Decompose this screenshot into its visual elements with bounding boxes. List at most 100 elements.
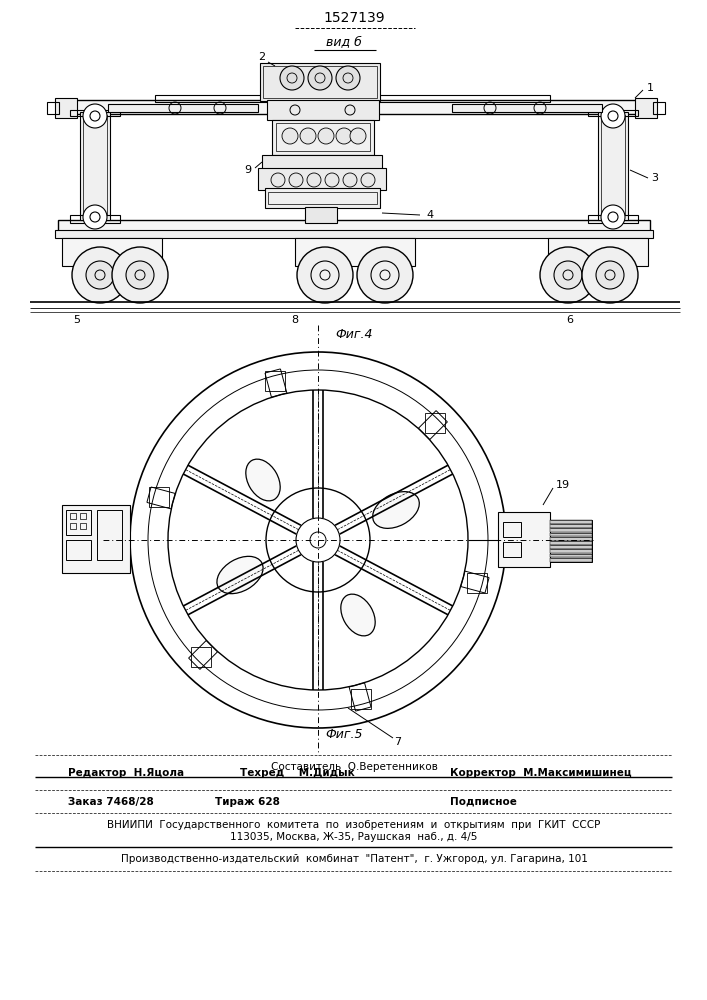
Text: Техред    М.Дидык: Техред М.Дидык: [240, 768, 355, 778]
Bar: [66, 540, 91, 560]
Text: Производственно-издательский  комбинат  "Патент",  г. Ужгород, ул. Гагарина, 101: Производственно-издательский комбинат "П…: [121, 854, 588, 864]
Text: Редактор  Н.Яцола: Редактор Н.Яцола: [68, 768, 184, 778]
Bar: [62, 238, 162, 266]
Text: 8: 8: [291, 315, 298, 325]
Text: Фиг.5: Фиг.5: [325, 728, 363, 742]
Bar: [70, 110, 120, 116]
Bar: [550, 537, 592, 540]
Circle shape: [350, 128, 366, 144]
Bar: [550, 549, 592, 553]
Bar: [260, 63, 380, 101]
Bar: [653, 102, 665, 114]
Text: 1: 1: [646, 83, 653, 93]
Bar: [305, 207, 337, 223]
Bar: [62, 505, 130, 573]
Circle shape: [318, 128, 334, 144]
Bar: [503, 542, 521, 557]
Text: ВНИИПИ  Государственного  комитета  по  изобретениям  и  открытиям  при  ГКИТ  С: ВНИИПИ Государственного комитета по изоб…: [107, 820, 601, 830]
Text: 2: 2: [259, 52, 266, 62]
Text: 4: 4: [426, 210, 433, 220]
Ellipse shape: [246, 459, 280, 501]
Bar: [601, 115, 625, 215]
Text: 19: 19: [556, 480, 570, 490]
Bar: [550, 520, 592, 524]
Text: Составитель  О.Веретенников: Составитель О.Веретенников: [271, 762, 438, 772]
Circle shape: [289, 173, 303, 187]
Ellipse shape: [373, 492, 419, 528]
Bar: [263, 66, 377, 98]
Bar: [268, 192, 377, 204]
Circle shape: [280, 66, 304, 90]
Bar: [66, 510, 91, 535]
Circle shape: [83, 104, 107, 128]
Circle shape: [601, 104, 625, 128]
Bar: [295, 238, 415, 266]
Bar: [70, 513, 76, 519]
Circle shape: [596, 261, 624, 289]
Bar: [550, 528, 592, 532]
Text: Тираж 628: Тираж 628: [215, 797, 280, 807]
Bar: [267, 100, 379, 120]
Bar: [550, 545, 592, 549]
Circle shape: [554, 261, 582, 289]
Bar: [108, 104, 258, 112]
Text: 9: 9: [245, 165, 252, 175]
Bar: [155, 95, 550, 102]
Text: 113035, Москва, Ж-35, Раушская  наб., д. 4/5: 113035, Москва, Ж-35, Раушская наб., д. …: [230, 832, 478, 842]
Circle shape: [540, 247, 596, 303]
Bar: [265, 188, 380, 208]
Bar: [548, 238, 648, 266]
Circle shape: [336, 66, 360, 90]
Circle shape: [112, 247, 168, 303]
Circle shape: [72, 247, 128, 303]
Bar: [97, 510, 122, 560]
Circle shape: [126, 261, 154, 289]
Text: Корректор  М.Максимишинец: Корректор М.Максимишинец: [450, 768, 631, 778]
Bar: [80, 523, 86, 529]
Bar: [83, 115, 107, 215]
Bar: [58, 220, 650, 232]
Bar: [598, 112, 628, 220]
Text: 6: 6: [566, 315, 573, 325]
Circle shape: [282, 128, 298, 144]
Bar: [550, 558, 592, 562]
Bar: [80, 112, 110, 220]
Bar: [55, 98, 77, 118]
Bar: [452, 104, 602, 112]
Bar: [550, 533, 592, 536]
Circle shape: [325, 173, 339, 187]
Text: Фиг.4: Фиг.4: [335, 328, 373, 340]
Circle shape: [83, 205, 107, 229]
Circle shape: [336, 128, 352, 144]
Circle shape: [582, 247, 638, 303]
Circle shape: [343, 173, 357, 187]
Bar: [550, 524, 592, 528]
Bar: [588, 215, 638, 223]
Circle shape: [271, 173, 285, 187]
Circle shape: [86, 261, 114, 289]
Bar: [47, 102, 59, 114]
Bar: [70, 215, 120, 223]
Bar: [550, 520, 592, 562]
Circle shape: [361, 173, 375, 187]
Circle shape: [307, 173, 321, 187]
Bar: [550, 554, 592, 557]
Circle shape: [601, 205, 625, 229]
Ellipse shape: [341, 594, 375, 636]
Text: 3: 3: [651, 173, 658, 183]
Bar: [588, 110, 638, 116]
Text: Подписное: Подписное: [450, 797, 517, 807]
Bar: [550, 541, 592, 545]
Ellipse shape: [217, 556, 263, 594]
Bar: [276, 123, 370, 151]
Circle shape: [308, 66, 332, 90]
Bar: [80, 513, 86, 519]
Bar: [635, 98, 657, 118]
Text: 5: 5: [74, 315, 81, 325]
Bar: [503, 522, 521, 537]
Bar: [272, 120, 374, 155]
Circle shape: [357, 247, 413, 303]
Text: 7: 7: [395, 737, 402, 747]
Text: вид б: вид б: [326, 35, 362, 48]
Bar: [70, 523, 76, 529]
